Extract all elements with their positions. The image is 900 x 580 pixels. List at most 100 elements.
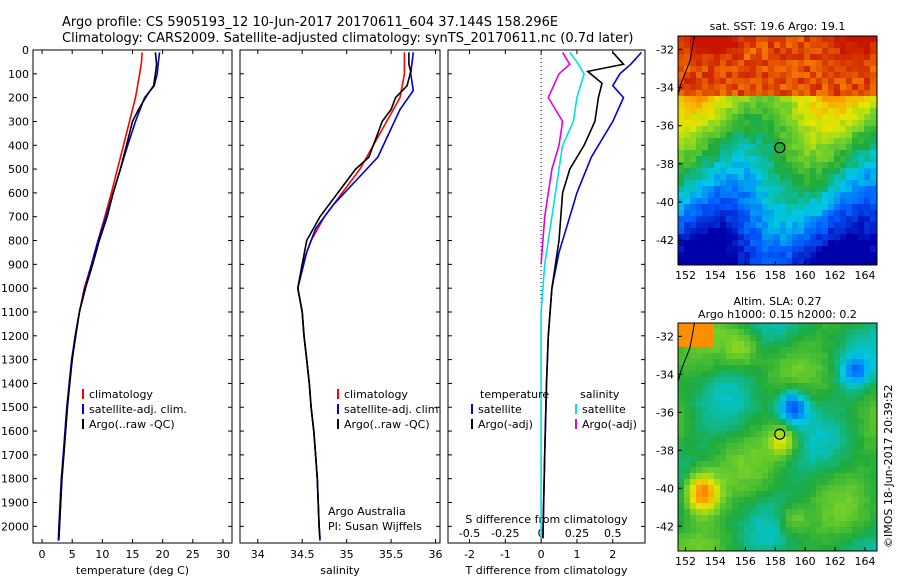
x-tick-label: 1 bbox=[573, 548, 580, 561]
map-cell bbox=[702, 108, 709, 115]
map-cell bbox=[828, 60, 835, 67]
x-tick-label: 5 bbox=[69, 548, 76, 561]
map-cell bbox=[678, 186, 685, 193]
map-cell bbox=[696, 401, 703, 408]
map-cell bbox=[774, 491, 781, 498]
map-cell bbox=[732, 395, 739, 402]
map-cell bbox=[720, 341, 727, 348]
map-cell bbox=[798, 431, 805, 438]
map-cell bbox=[684, 437, 691, 444]
map-cell bbox=[870, 419, 877, 426]
map-cell bbox=[870, 407, 877, 414]
map-cell bbox=[756, 126, 763, 133]
map-cell bbox=[804, 156, 811, 163]
map-cell bbox=[726, 48, 733, 55]
map-cell bbox=[744, 162, 751, 169]
map-cell bbox=[678, 401, 685, 408]
map-cell bbox=[690, 72, 697, 79]
map-cell bbox=[726, 120, 733, 127]
map-cell bbox=[768, 180, 775, 187]
map-cell bbox=[870, 485, 877, 492]
map-cell bbox=[690, 365, 697, 372]
map-cell bbox=[720, 84, 727, 91]
map-cell bbox=[822, 258, 829, 265]
map-cell bbox=[720, 467, 727, 474]
map-cell bbox=[846, 467, 853, 474]
map-cell bbox=[768, 186, 775, 193]
map-cell bbox=[834, 335, 841, 342]
map-cell bbox=[810, 539, 817, 546]
map-cell bbox=[750, 60, 757, 67]
map-cell bbox=[720, 240, 727, 247]
map-cell bbox=[834, 461, 841, 468]
map-cell bbox=[750, 66, 757, 73]
map-cell bbox=[690, 228, 697, 235]
map-cell bbox=[714, 377, 721, 384]
map-cell bbox=[684, 240, 691, 247]
map-cell bbox=[822, 156, 829, 163]
map-cell bbox=[834, 365, 841, 372]
map-cell bbox=[714, 335, 721, 342]
map-cell bbox=[846, 347, 853, 354]
map-cell bbox=[810, 341, 817, 348]
map-cell bbox=[684, 90, 691, 97]
map-cell bbox=[840, 521, 847, 528]
map-cell bbox=[768, 126, 775, 133]
map-cell bbox=[834, 54, 841, 61]
map-cell bbox=[774, 204, 781, 211]
map-cell bbox=[840, 198, 847, 205]
map-cell bbox=[690, 521, 697, 528]
map-cell bbox=[780, 54, 787, 61]
map-cell bbox=[786, 114, 793, 121]
map-cell bbox=[702, 114, 709, 121]
map-cell bbox=[696, 515, 703, 522]
map-cell bbox=[774, 114, 781, 121]
map-cell bbox=[852, 132, 859, 139]
map-cell bbox=[690, 401, 697, 408]
map-cell bbox=[852, 174, 859, 181]
map-cell bbox=[870, 186, 877, 193]
map-cell bbox=[738, 90, 745, 97]
map-cell bbox=[762, 36, 769, 43]
map-cell bbox=[840, 72, 847, 79]
map-cell bbox=[804, 503, 811, 510]
map-cell bbox=[798, 240, 805, 247]
map-cell bbox=[846, 36, 853, 43]
map-cell bbox=[852, 503, 859, 510]
map-cell bbox=[684, 234, 691, 241]
map-cell bbox=[762, 473, 769, 480]
map-cell bbox=[678, 449, 685, 456]
map-cell bbox=[744, 120, 751, 127]
map-cell bbox=[834, 216, 841, 223]
map-cell bbox=[822, 66, 829, 73]
map-cell bbox=[702, 84, 709, 91]
x-tick-label: 36 bbox=[429, 548, 443, 561]
map-cell bbox=[870, 150, 877, 157]
map-cell bbox=[726, 102, 733, 109]
map-cell bbox=[774, 90, 781, 97]
map-cell bbox=[744, 461, 751, 468]
map-cell bbox=[846, 479, 853, 486]
map-cell bbox=[870, 180, 877, 187]
map-cell bbox=[864, 162, 871, 169]
map-cell bbox=[792, 377, 799, 384]
map-cell bbox=[720, 210, 727, 217]
map-cell bbox=[750, 425, 757, 432]
map-cell bbox=[750, 419, 757, 426]
map-cell bbox=[708, 234, 715, 241]
map-cell bbox=[726, 341, 733, 348]
map-cell bbox=[870, 491, 877, 498]
map-cell bbox=[678, 395, 685, 402]
map-cell bbox=[870, 216, 877, 223]
map-cell bbox=[828, 323, 835, 330]
map-cell bbox=[714, 144, 721, 151]
map-cell bbox=[738, 84, 745, 91]
map-cell bbox=[696, 252, 703, 259]
map-cell bbox=[816, 425, 823, 432]
map-cell bbox=[720, 407, 727, 414]
map-cell bbox=[792, 84, 799, 91]
map-cell bbox=[768, 377, 775, 384]
map-cell bbox=[756, 329, 763, 336]
map-cell bbox=[792, 425, 799, 432]
map-cell bbox=[852, 42, 859, 49]
